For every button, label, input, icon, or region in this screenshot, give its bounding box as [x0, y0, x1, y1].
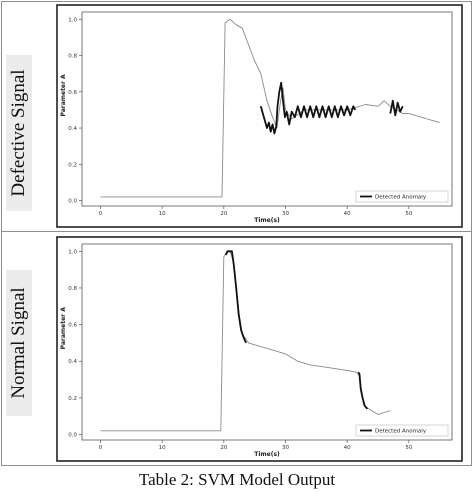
x-tick-label: 10: [159, 445, 166, 451]
y-tick-label: 0.2: [68, 396, 77, 402]
x-tick-label: 0: [99, 211, 103, 217]
x-tick-label: 20: [220, 211, 227, 217]
x-tick-label: 0: [99, 445, 103, 451]
x-tick-label: 20: [220, 445, 227, 451]
side-label-box-normal: Normal Signal: [6, 270, 32, 416]
anomaly-series-line: [259, 81, 356, 135]
figure-caption: Table 2: SVM Model Output: [138, 470, 336, 489]
plot-area: [81, 11, 453, 207]
x-tick-label: 50: [405, 445, 412, 451]
x-axis-label: Time(s): [254, 217, 280, 224]
y-axis-label: Parameter A: [60, 307, 67, 350]
y-tick-label: 0.0: [68, 433, 77, 439]
y-tick-label: 0.8: [68, 286, 77, 292]
y-tick-label: 1.0: [68, 249, 77, 255]
y-tick-label: 0.4: [68, 126, 77, 132]
legend-label: Detected Anomaly: [375, 429, 427, 435]
legend-box: [355, 424, 449, 437]
anomaly-series-line: [389, 99, 404, 117]
chart-outer-border: [56, 236, 463, 462]
x-tick-label: 30: [282, 445, 289, 451]
panel-divider: [1, 231, 472, 232]
figure-frame: [1, 1, 472, 466]
y-tick-label: 1.0: [68, 17, 77, 23]
chart-outer-border: [56, 4, 463, 228]
x-tick-label: 40: [344, 445, 351, 451]
x-tick-label: 50: [405, 211, 412, 217]
y-tick-label: 0.0: [68, 199, 77, 205]
x-tick-label: 30: [282, 211, 289, 217]
x-tick-label: 10: [159, 211, 166, 217]
y-tick-label: 0.6: [68, 90, 77, 96]
y-tick-label: 0.6: [68, 323, 77, 329]
anomaly-series-line: [224, 250, 247, 344]
y-tick-label: 0.4: [68, 359, 77, 365]
side-label-box-defective: Defective Signal: [6, 55, 32, 211]
y-tick-label: 0.8: [68, 54, 77, 60]
legend-label: Detected Anomaly: [375, 195, 427, 201]
x-tick-label: 40: [344, 211, 351, 217]
x-axis-label: Time(s): [254, 451, 280, 458]
legend-box: [355, 190, 449, 203]
signal-series-line: [100, 18, 440, 198]
y-tick-label: 0.2: [68, 162, 77, 168]
plot-area: [81, 243, 453, 441]
y-axis-label: Parameter A: [60, 74, 67, 117]
anomaly-series-line: [357, 371, 369, 410]
